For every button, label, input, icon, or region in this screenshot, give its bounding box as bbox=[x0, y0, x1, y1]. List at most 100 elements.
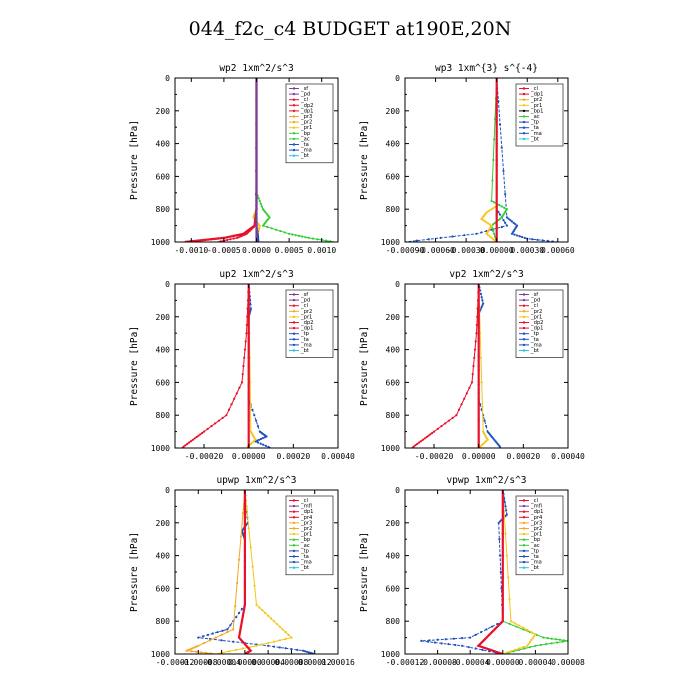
legend-marker bbox=[292, 104, 296, 107]
series-marker bbox=[309, 651, 312, 654]
y-tick-label: 400 bbox=[386, 552, 401, 561]
series-marker bbox=[284, 637, 287, 641]
series-marker bbox=[497, 219, 500, 222]
series-marker bbox=[214, 422, 217, 425]
series-marker bbox=[558, 638, 561, 641]
series-marker bbox=[249, 228, 253, 231]
chart-panel-wp3: wp3 1xm^{3} s^{-4} Pressure [hPa] 0 200 400 6… bbox=[359, 63, 575, 255]
series-marker bbox=[481, 405, 484, 409]
series-marker bbox=[242, 364, 245, 368]
series-marker bbox=[460, 644, 464, 647]
legend-marker bbox=[292, 115, 296, 118]
legend-marker bbox=[522, 126, 526, 129]
series-marker bbox=[493, 221, 497, 224]
series-marker bbox=[493, 117, 497, 121]
series-marker bbox=[513, 233, 516, 236]
series-marker bbox=[259, 437, 263, 441]
x-tick-label: -0.0005 bbox=[207, 246, 241, 255]
series-marker bbox=[523, 236, 526, 239]
series-group bbox=[184, 490, 315, 654]
series-marker bbox=[253, 414, 256, 417]
series-marker bbox=[222, 236, 225, 239]
series-marker bbox=[444, 638, 447, 641]
y-tick-label: 400 bbox=[156, 552, 171, 561]
legend-marker bbox=[522, 504, 526, 508]
series-marker bbox=[474, 647, 477, 650]
series-marker bbox=[243, 348, 247, 351]
x-tick-label: 0.00040 bbox=[321, 452, 355, 461]
series-marker bbox=[493, 232, 496, 235]
series-marker bbox=[275, 622, 278, 626]
legend-marker bbox=[522, 510, 526, 513]
legend-entry: _ta bbox=[530, 554, 539, 560]
series-line-ta bbox=[478, 284, 502, 448]
series-marker bbox=[463, 397, 466, 400]
series-marker bbox=[505, 224, 508, 227]
legend-marker bbox=[522, 137, 526, 141]
legend-marker bbox=[522, 115, 526, 118]
series-marker bbox=[523, 647, 526, 650]
y-tick-label: 800 bbox=[156, 205, 171, 214]
series-marker bbox=[206, 427, 209, 430]
series-marker bbox=[490, 208, 493, 211]
legend-marker bbox=[292, 326, 296, 330]
legend-entry: _cl bbox=[530, 86, 538, 92]
series-marker bbox=[220, 639, 223, 642]
series-marker bbox=[249, 303, 252, 306]
legend-entry: _pr2 bbox=[300, 309, 312, 315]
series-marker bbox=[474, 340, 477, 343]
series-marker bbox=[261, 224, 265, 227]
series-marker bbox=[260, 205, 264, 208]
series-marker bbox=[491, 179, 494, 182]
series-marker bbox=[217, 419, 221, 422]
legend-marker bbox=[292, 137, 296, 141]
series-marker bbox=[193, 437, 196, 440]
legend-entry: _dp1 bbox=[530, 326, 543, 332]
series-marker bbox=[249, 442, 253, 445]
series-marker bbox=[509, 219, 512, 222]
legend-marker bbox=[292, 349, 296, 352]
series-marker bbox=[498, 520, 502, 523]
legend-entry: _ac bbox=[300, 543, 310, 549]
series-marker bbox=[243, 527, 246, 530]
series-marker bbox=[477, 644, 480, 647]
series-marker bbox=[539, 643, 542, 647]
series-group bbox=[181, 284, 272, 448]
legend-marker bbox=[292, 132, 296, 135]
series-marker bbox=[316, 238, 319, 241]
y-tick-label: 0 bbox=[165, 486, 170, 495]
x-tick-label: -0.00004 bbox=[202, 658, 241, 667]
y-tick-label: 200 bbox=[386, 107, 401, 116]
series-marker bbox=[203, 238, 206, 242]
series-marker bbox=[534, 633, 537, 636]
series-marker bbox=[465, 392, 468, 395]
y-tick-label: 200 bbox=[156, 519, 171, 528]
series-marker bbox=[521, 235, 524, 239]
series-marker bbox=[235, 236, 239, 239]
series-marker bbox=[470, 381, 474, 384]
series-marker bbox=[184, 444, 187, 447]
series-marker bbox=[473, 356, 476, 359]
legend-entry: _pr1 bbox=[530, 103, 542, 109]
y-tick-label: 600 bbox=[156, 172, 171, 181]
series-marker bbox=[495, 213, 498, 216]
series-marker bbox=[493, 138, 496, 141]
series-marker bbox=[210, 425, 213, 428]
x-tick-label: 0.00060 bbox=[541, 246, 575, 255]
series-marker bbox=[495, 104, 498, 107]
series-marker bbox=[252, 225, 255, 229]
legend-entry: _bt bbox=[530, 348, 539, 354]
series-marker bbox=[191, 438, 194, 441]
legend-marker bbox=[292, 154, 296, 157]
series-marker bbox=[488, 633, 491, 636]
series-marker bbox=[510, 232, 514, 235]
series-marker bbox=[451, 416, 454, 420]
series-marker bbox=[227, 408, 231, 411]
legend-marker bbox=[292, 98, 296, 101]
series-marker bbox=[255, 158, 258, 162]
series-marker bbox=[429, 433, 432, 436]
series-marker bbox=[244, 231, 247, 234]
series-marker bbox=[247, 392, 250, 395]
series-marker bbox=[259, 442, 262, 445]
series-marker bbox=[479, 631, 483, 634]
